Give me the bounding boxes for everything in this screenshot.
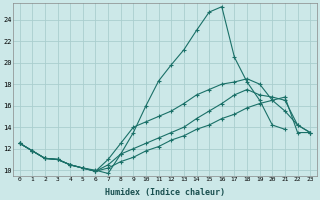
X-axis label: Humidex (Indice chaleur): Humidex (Indice chaleur) (105, 188, 225, 197)
